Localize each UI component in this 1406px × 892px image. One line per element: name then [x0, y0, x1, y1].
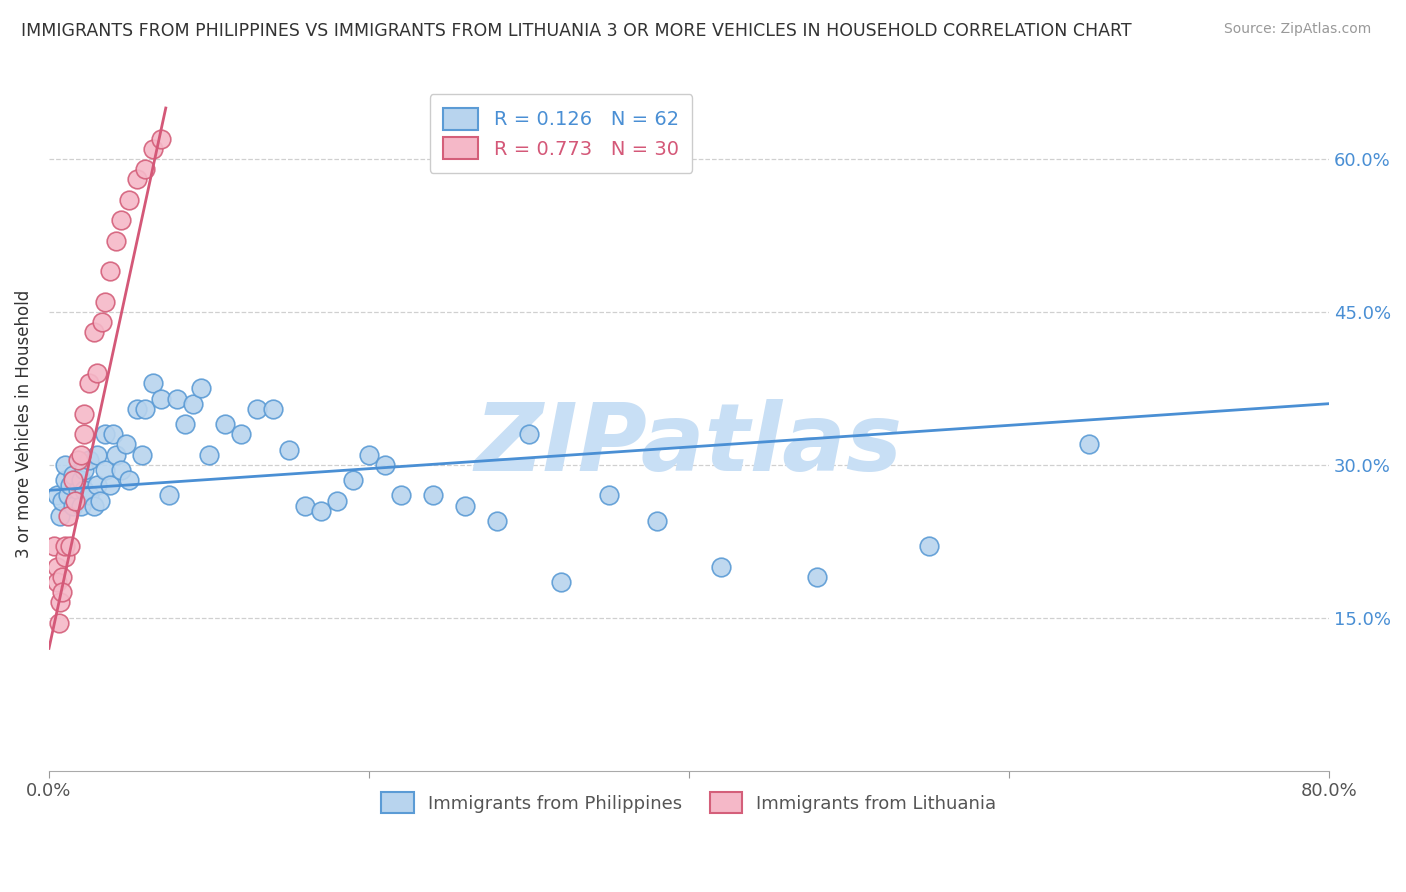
Point — [94, 427, 117, 442]
Point — [94, 463, 117, 477]
Point — [53, 458, 76, 472]
Point — [294, 499, 316, 513]
Point — [83, 326, 105, 340]
Point — [149, 131, 172, 145]
Point — [48, 615, 70, 630]
Point — [59, 478, 82, 492]
Point — [229, 427, 252, 442]
Point — [710, 559, 733, 574]
Legend: Immigrants from Philippines, Immigrants from Lithuania: Immigrants from Philippines, Immigrants … — [371, 781, 1008, 824]
Point — [73, 483, 96, 498]
Point — [110, 213, 132, 227]
Point — [142, 376, 165, 391]
Point — [66, 483, 89, 498]
Point — [94, 294, 117, 309]
Point — [1078, 437, 1101, 451]
Point — [77, 488, 100, 502]
Point — [422, 488, 444, 502]
Point — [86, 366, 108, 380]
Point — [181, 397, 204, 411]
Point — [105, 234, 128, 248]
Point — [98, 478, 121, 492]
Point — [62, 499, 84, 513]
Point — [198, 448, 221, 462]
Point — [309, 504, 332, 518]
Point — [59, 540, 82, 554]
Point — [62, 468, 84, 483]
Point — [46, 488, 69, 502]
Point — [73, 407, 96, 421]
Point — [598, 488, 620, 502]
Point — [101, 427, 124, 442]
Point — [62, 473, 84, 487]
Point — [49, 595, 72, 609]
Point — [110, 463, 132, 477]
Point — [118, 473, 141, 487]
Text: ZIPatlas: ZIPatlas — [475, 399, 903, 491]
Point — [190, 381, 212, 395]
Point — [86, 448, 108, 462]
Point — [46, 559, 69, 574]
Point — [166, 392, 188, 406]
Point — [550, 575, 572, 590]
Point — [326, 493, 349, 508]
Point — [485, 514, 508, 528]
Point — [246, 401, 269, 416]
Point — [77, 376, 100, 391]
Point — [77, 452, 100, 467]
Point — [70, 499, 93, 513]
Point — [806, 570, 828, 584]
Point — [53, 540, 76, 554]
Point — [174, 417, 197, 431]
Point — [278, 442, 301, 457]
Point — [118, 193, 141, 207]
Point — [98, 264, 121, 278]
Point — [142, 142, 165, 156]
Point — [125, 172, 148, 186]
Point — [56, 488, 79, 502]
Point — [134, 162, 156, 177]
Point — [342, 473, 364, 487]
Point — [157, 488, 180, 502]
Text: Source: ZipAtlas.com: Source: ZipAtlas.com — [1223, 22, 1371, 37]
Point — [53, 473, 76, 487]
Point — [918, 540, 941, 554]
Point — [645, 514, 668, 528]
Point — [51, 493, 73, 508]
Y-axis label: 3 or more Vehicles in Household: 3 or more Vehicles in Household — [15, 290, 32, 558]
Point — [70, 473, 93, 487]
Text: IMMIGRANTS FROM PHILIPPINES VS IMMIGRANTS FROM LITHUANIA 3 OR MORE VEHICLES IN H: IMMIGRANTS FROM PHILIPPINES VS IMMIGRANT… — [21, 22, 1132, 40]
Point — [214, 417, 236, 431]
Point — [63, 493, 86, 508]
Point — [89, 493, 111, 508]
Point — [70, 448, 93, 462]
Point — [53, 549, 76, 564]
Point — [262, 401, 284, 416]
Point — [56, 508, 79, 523]
Point — [125, 401, 148, 416]
Point — [51, 585, 73, 599]
Point — [83, 499, 105, 513]
Point — [86, 478, 108, 492]
Point — [51, 570, 73, 584]
Point — [114, 437, 136, 451]
Point — [42, 540, 65, 554]
Point — [66, 452, 89, 467]
Point — [149, 392, 172, 406]
Point — [105, 448, 128, 462]
Point — [389, 488, 412, 502]
Point — [73, 427, 96, 442]
Point — [374, 458, 396, 472]
Point — [454, 499, 477, 513]
Point — [49, 508, 72, 523]
Point — [357, 448, 380, 462]
Point — [46, 575, 69, 590]
Point — [517, 427, 540, 442]
Point — [134, 401, 156, 416]
Point — [131, 448, 153, 462]
Point — [73, 463, 96, 477]
Point — [90, 315, 112, 329]
